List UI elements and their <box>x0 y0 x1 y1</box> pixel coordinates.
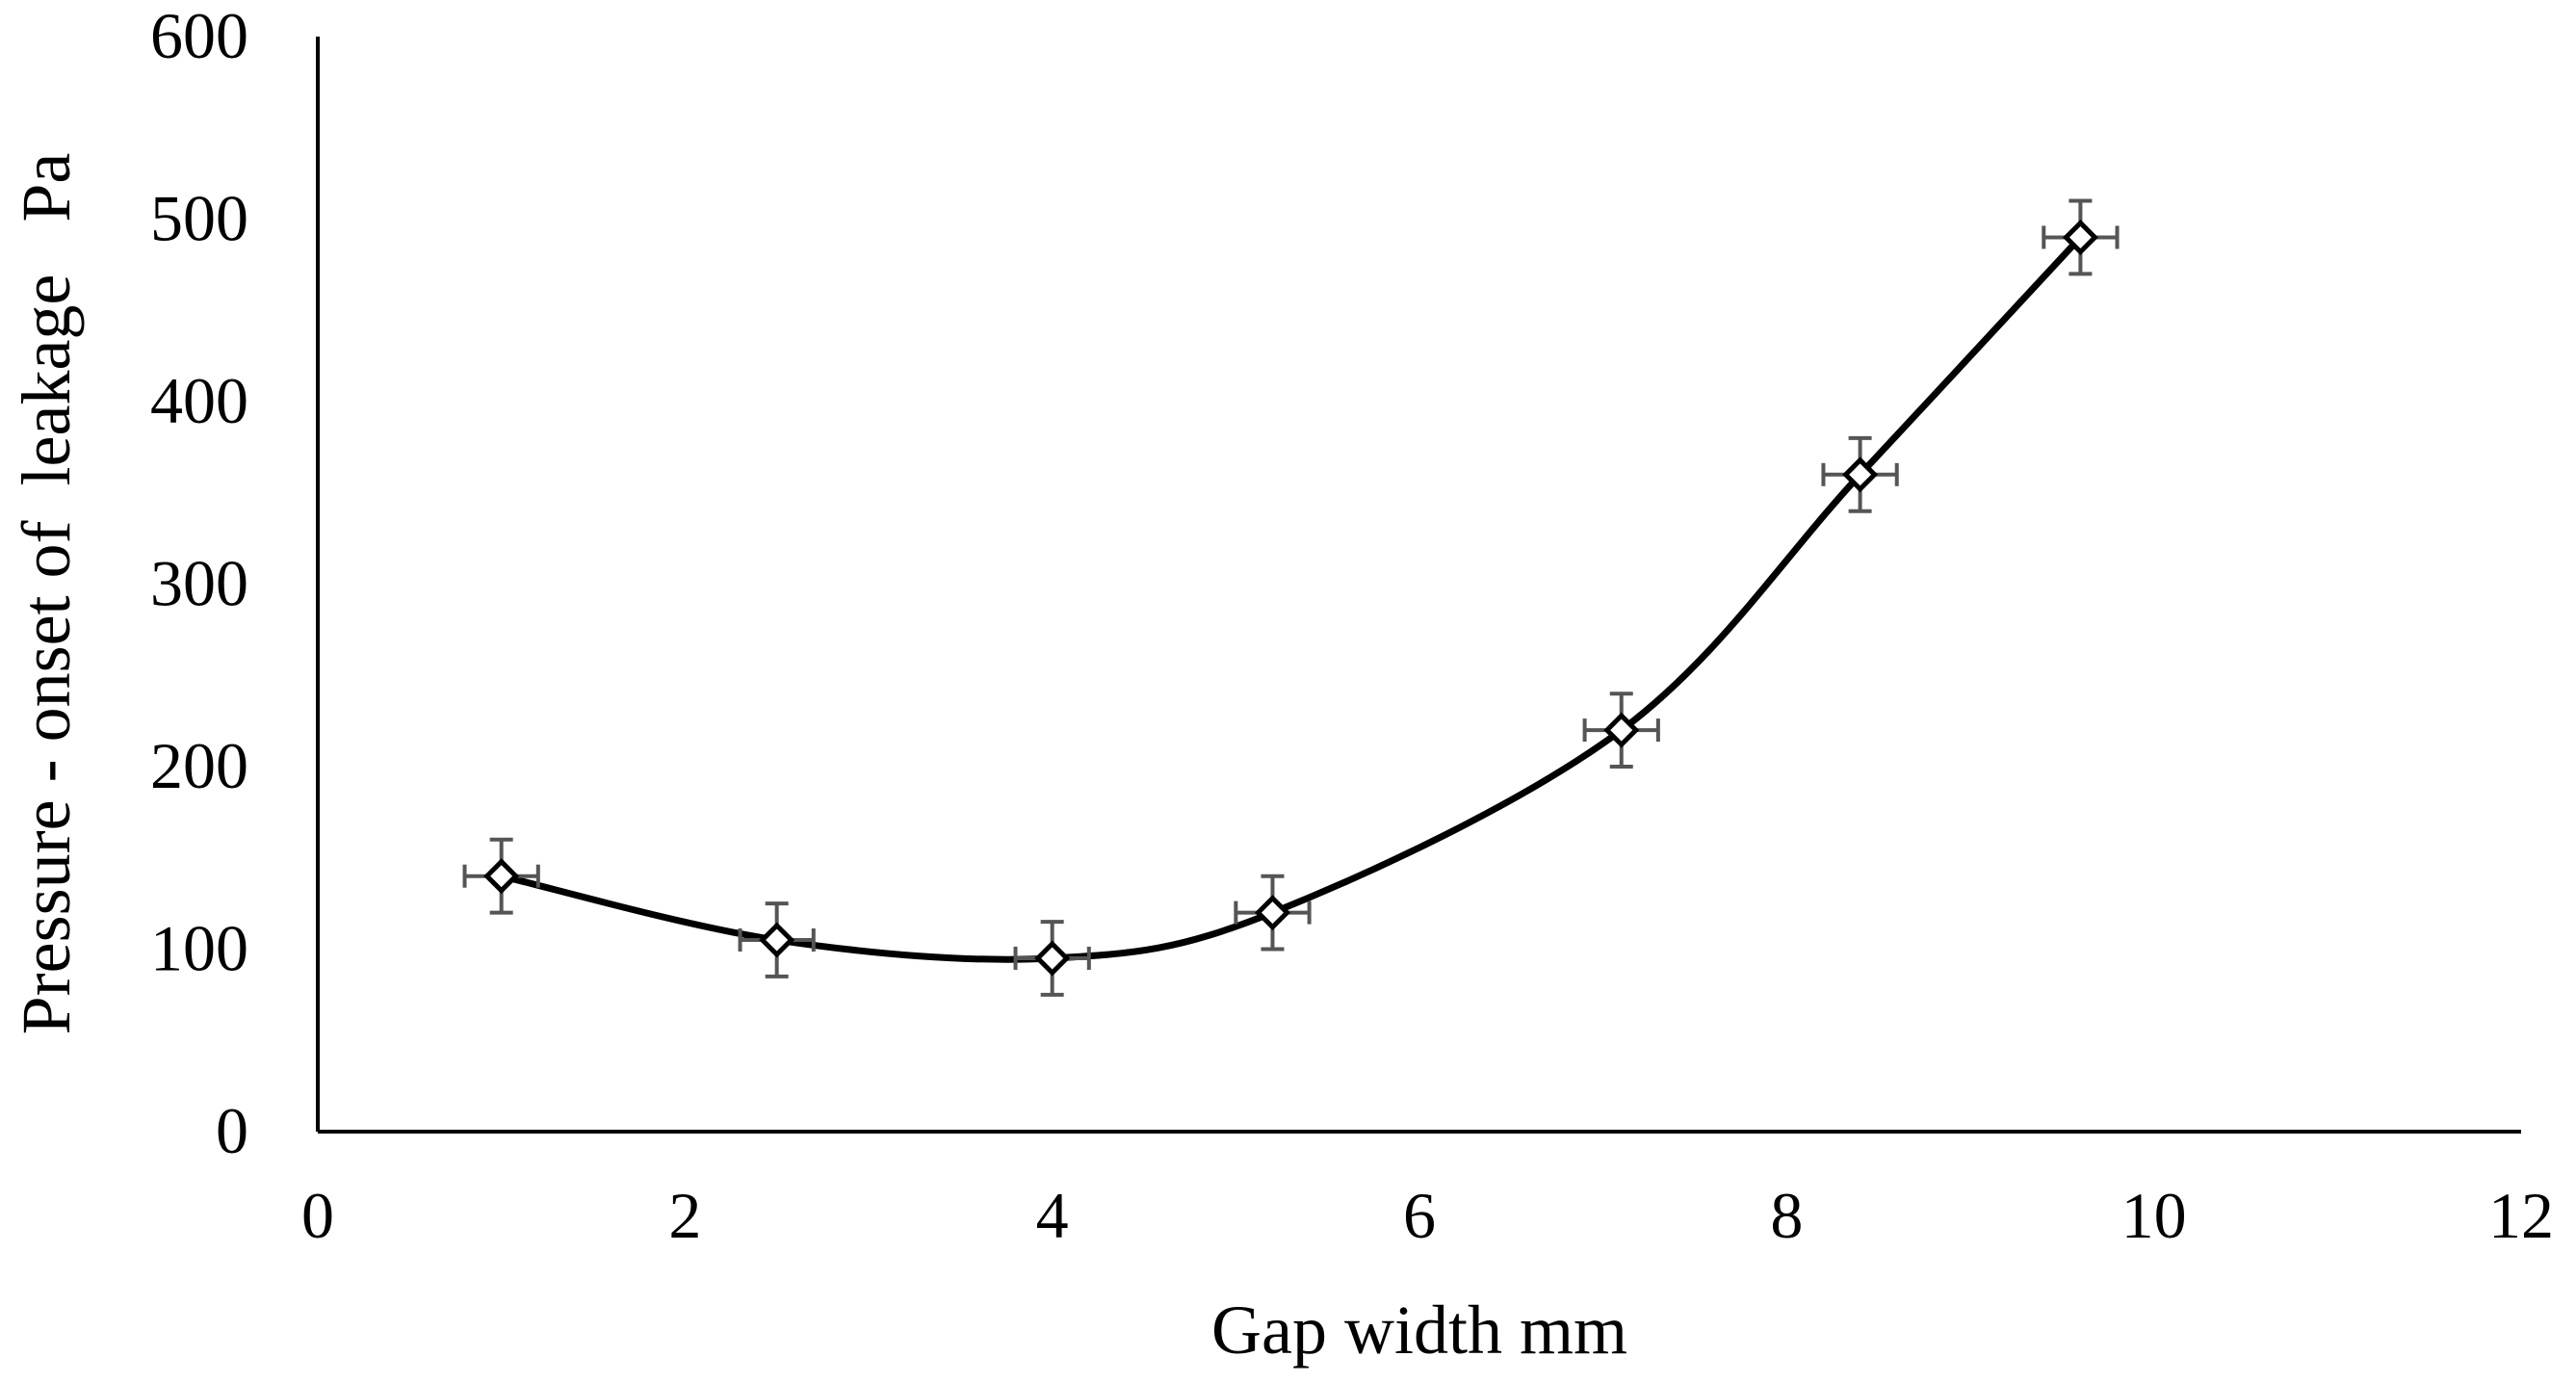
y-tick-label-400: 400 <box>150 364 248 437</box>
data-point-5 <box>1842 457 1879 493</box>
y-tick-label-600: 600 <box>150 0 248 72</box>
y-tick-label-0: 0 <box>216 1094 248 1167</box>
data-point-0 <box>483 858 520 895</box>
y-axis-title: Pressure - onset of leakage Pa <box>8 153 85 1035</box>
data-point-6 <box>2062 219 2098 255</box>
y-tick-label-200: 200 <box>150 729 248 802</box>
y-tick-label-500: 500 <box>150 182 248 255</box>
axes <box>316 37 2521 1134</box>
x-tick-label-0: 0 <box>301 1179 334 1252</box>
x-axis-title: Gap width mm <box>1211 1292 1627 1369</box>
data-point-1 <box>759 922 795 958</box>
y-tick-label-300: 300 <box>150 547 248 620</box>
data-point-3 <box>1254 895 1291 931</box>
data-points <box>483 219 2098 977</box>
x-tick-label-4: 4 <box>1036 1179 1069 1252</box>
error-bars <box>462 198 2120 997</box>
x-tick-label-2: 2 <box>668 1179 701 1252</box>
series-line <box>498 233 2084 963</box>
data-point-2 <box>1034 940 1071 977</box>
x-tick-label-8: 8 <box>1770 1179 1803 1252</box>
y-tick-labels: 0 100 200 300 400 500 600 <box>150 0 248 1167</box>
x-tick-label-10: 10 <box>2121 1179 2187 1252</box>
data-point-4 <box>1603 712 1640 748</box>
y-tick-label-100: 100 <box>150 912 248 985</box>
x-tick-labels: 0 2 4 6 8 10 12 <box>301 1179 2554 1252</box>
x-tick-label-12: 12 <box>2488 1179 2554 1252</box>
x-tick-label-6: 6 <box>1403 1179 1436 1252</box>
